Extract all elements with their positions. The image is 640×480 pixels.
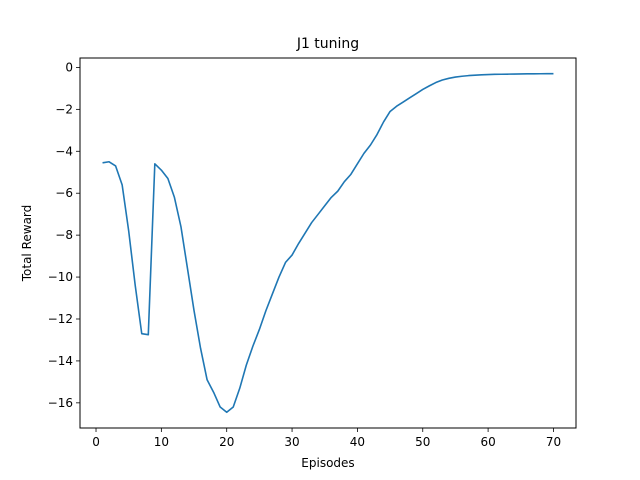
x-tick-label: 20 [219,435,234,449]
chart-title: J1 tuning [296,36,359,52]
x-tick-label: 10 [154,435,169,449]
x-axis-label: Episodes [301,456,354,470]
y-tick-label: 0 [65,60,73,74]
y-tick-label: −2 [55,102,73,116]
x-tick-label: 0 [92,435,100,449]
x-tick-label: 60 [480,435,495,449]
y-tick-label: −8 [55,228,73,242]
x-axis-ticks: 0 10 20 30 40 50 60 70 [92,428,561,449]
series-line-total-reward [102,72,554,414]
x-tick-label: 40 [350,435,365,449]
x-tick-label: 30 [284,435,299,449]
plot-area [102,72,554,414]
x-tick-label: 70 [546,435,561,449]
y-axis-ticks: 0 −2 −4 −6 −8 −10 −12 −14 −16 [48,60,80,410]
y-tick-label: −6 [55,186,73,200]
y-tick-label: −16 [48,396,73,410]
y-axis-label: Total Reward [20,205,34,283]
y-tick-label: −12 [48,312,73,326]
y-tick-label: −4 [55,144,73,158]
y-tick-label: −14 [48,354,73,368]
plot-frame [79,57,577,429]
x-tick-label: 50 [415,435,430,449]
y-tick-label: −10 [48,270,73,284]
